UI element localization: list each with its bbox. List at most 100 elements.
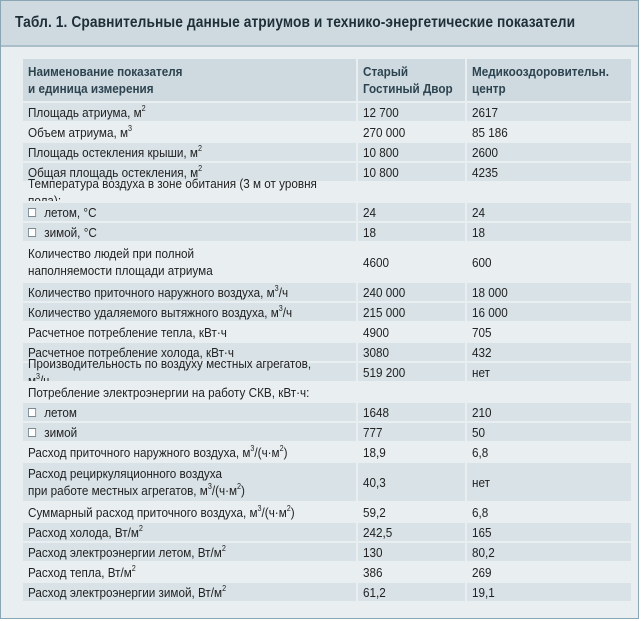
row-label: Расход тепла, Вт/м2: [28, 563, 136, 580]
value-medical-center: 24: [465, 203, 631, 221]
row-label: Расход рециркуляционного воздуха при раб…: [28, 466, 245, 498]
value-old-gostiny-dvor: 386: [356, 563, 465, 581]
row-label: Расчетное потребление холода, кВт·ч: [28, 344, 234, 360]
header-old-gostiny-dvor: Старый Гостиный Двор: [356, 59, 465, 101]
value-old-gostiny-dvor: 10 800: [356, 143, 465, 161]
row-label: Расход электроэнергии зимой, Вт/м2: [28, 583, 227, 600]
value-medical-center: 165: [465, 523, 631, 541]
row-label: Общая площадь остекления, м2: [28, 163, 203, 180]
row-label: Количество удаляемого вытяжного воздуха,…: [28, 303, 293, 320]
table-row: Расход электроэнергии зимой, Вт/м2 61,2 19…: [23, 581, 631, 601]
table-row: Площадь атриума, м2 12 700 2617: [23, 101, 631, 121]
value-old-gostiny-dvor: 12 700: [356, 103, 465, 121]
row-label: Расчетное потребление тепла, кВт·ч: [28, 324, 227, 340]
value-old-gostiny-dvor: 40,3: [356, 463, 465, 501]
value-medical-center: 6,8: [465, 443, 631, 461]
data-table: Наименование показателя и единица измере…: [23, 59, 631, 601]
value-old-gostiny-dvor: 10 800: [356, 163, 465, 181]
row-label: Количество людей при полной наполняемост…: [28, 246, 213, 278]
value-medical-center: 705: [465, 323, 631, 341]
table-row: Количество людей при полной наполняемост…: [23, 241, 631, 281]
row-label: Расход холода, Вт/м2: [28, 523, 143, 540]
table-row: Расход рециркуляционного воздуха при раб…: [23, 461, 631, 501]
table-row: зимой 777 50: [23, 421, 631, 441]
row-label: Расход приточного наружного воздуха, м3/…: [28, 443, 288, 460]
table-row: Производительность по воздуху местных аг…: [23, 356, 631, 388]
row-label: зимой, °С: [23, 223, 356, 241]
table-row: Расчетное потребление холода, кВт·ч 3080 4…: [23, 341, 631, 361]
value-old-gostiny-dvor: 1648: [356, 403, 465, 421]
row-label: летом: [23, 403, 356, 421]
row-label: Объем атриума, м3: [28, 123, 133, 140]
value-old-gostiny-dvor: 18,9: [356, 443, 465, 461]
value-medical-center: 2617: [465, 103, 631, 121]
row-label: Площадь атриума, м2: [28, 103, 146, 120]
table-row: Расчетное потребление тепла, кВт·ч 4900 70…: [23, 321, 631, 341]
header-medical-center: Медикооздоровительн. центр: [465, 59, 631, 101]
value-medical-center: [465, 183, 631, 201]
value-old-gostiny-dvor: [356, 383, 465, 401]
value-medical-center: 6,8: [465, 503, 631, 521]
table-row: Потребление электроэнергии на работу СКВ…: [23, 381, 631, 401]
row-label: Количество приточного наружного воздуха,…: [28, 283, 289, 300]
value-old-gostiny-dvor: 59,2: [356, 503, 465, 521]
value-old-gostiny-dvor: 215 000: [356, 303, 465, 321]
table-row: Площадь остекления крыши, м2 10 800 2600: [23, 141, 631, 161]
value-old-gostiny-dvor: 777: [356, 423, 465, 441]
checkbox-bullet-icon: [28, 227, 37, 237]
value-old-gostiny-dvor: 519 200: [356, 363, 465, 381]
value-old-gostiny-dvor: 4900: [356, 323, 465, 341]
checkbox-bullet-icon: [28, 427, 37, 437]
table-row: Температура воздуха в зоне обитания (3 м…: [23, 176, 631, 208]
value-medical-center: 50: [465, 423, 631, 441]
table-row: Расход холода, Вт/м2 242,5 165: [23, 521, 631, 541]
value-old-gostiny-dvor: 4600: [356, 243, 465, 281]
checkbox-bullet-icon: [28, 207, 37, 217]
row-label: зимой: [23, 423, 356, 441]
table-row: летом 1648 210: [23, 401, 631, 421]
table-title: Табл. 1. Сравнительные данные атриумов и…: [15, 14, 576, 31]
table-title-bar: Табл. 1. Сравнительные данные атриумов и…: [1, 1, 638, 47]
value-medical-center: 85 186: [465, 123, 631, 141]
row-label: Потребление электроэнергии на работу СКВ…: [28, 384, 310, 400]
value-medical-center: 80,2: [465, 543, 631, 561]
row-label: Площадь остекления крыши, м2: [28, 143, 202, 160]
value-old-gostiny-dvor: 61,2: [356, 583, 465, 601]
value-medical-center: 4235: [465, 163, 631, 181]
value-medical-center: 2600: [465, 143, 631, 161]
value-old-gostiny-dvor: 240 000: [356, 283, 465, 301]
value-medical-center: 210: [465, 403, 631, 421]
table-row: Объем атриума, м3 270 000 85 186: [23, 121, 631, 141]
value-old-gostiny-dvor: 18: [356, 223, 465, 241]
table-row: летом, °С 24 24: [23, 201, 631, 221]
table-row: Расход тепла, Вт/м2 386 269: [23, 561, 631, 581]
table-row: зимой, °С 18 18: [23, 221, 631, 241]
value-old-gostiny-dvor: 242,5: [356, 523, 465, 541]
value-old-gostiny-dvor: 130: [356, 543, 465, 561]
value-old-gostiny-dvor: 270 000: [356, 123, 465, 141]
table-header-row: Наименование показателя и единица измере…: [23, 59, 631, 101]
table-row: Суммарный расход приточного воздуха, м3/…: [23, 501, 631, 521]
row-label: Расход электроэнергии летом, Вт/м2: [28, 543, 226, 560]
row-label: Температура воздуха в зоне обитания (3 м…: [28, 176, 317, 208]
value-medical-center: нет: [465, 363, 631, 381]
value-old-gostiny-dvor: [356, 183, 465, 201]
row-label: летом, °С: [23, 203, 356, 221]
value-medical-center: 16 000: [465, 303, 631, 321]
table-row: Расход электроэнергии летом, Вт/м2 130 80,…: [23, 541, 631, 561]
value-medical-center: 18: [465, 223, 631, 241]
table-row: Количество удаляемого вытяжного воздуха,…: [23, 301, 631, 321]
table-row: Количество приточного наружного воздуха,…: [23, 281, 631, 301]
row-label: Суммарный расход приточного воздуха, м3/…: [28, 503, 295, 520]
row-label: Производительность по воздуху местных аг…: [28, 356, 312, 388]
header-indicator: Наименование показателя и единица измере…: [28, 64, 183, 96]
table-body: Площадь атриума, м2 12 700 2617 Объем атриу…: [23, 101, 631, 601]
value-medical-center: 18 000: [465, 283, 631, 301]
value-medical-center: 600: [465, 243, 631, 281]
value-medical-center: 432: [465, 343, 631, 361]
value-old-gostiny-dvor: 24: [356, 203, 465, 221]
table-row: Расход приточного наружного воздуха, м3/…: [23, 441, 631, 461]
checkbox-bullet-icon: [28, 407, 37, 417]
value-medical-center: 269: [465, 563, 631, 581]
